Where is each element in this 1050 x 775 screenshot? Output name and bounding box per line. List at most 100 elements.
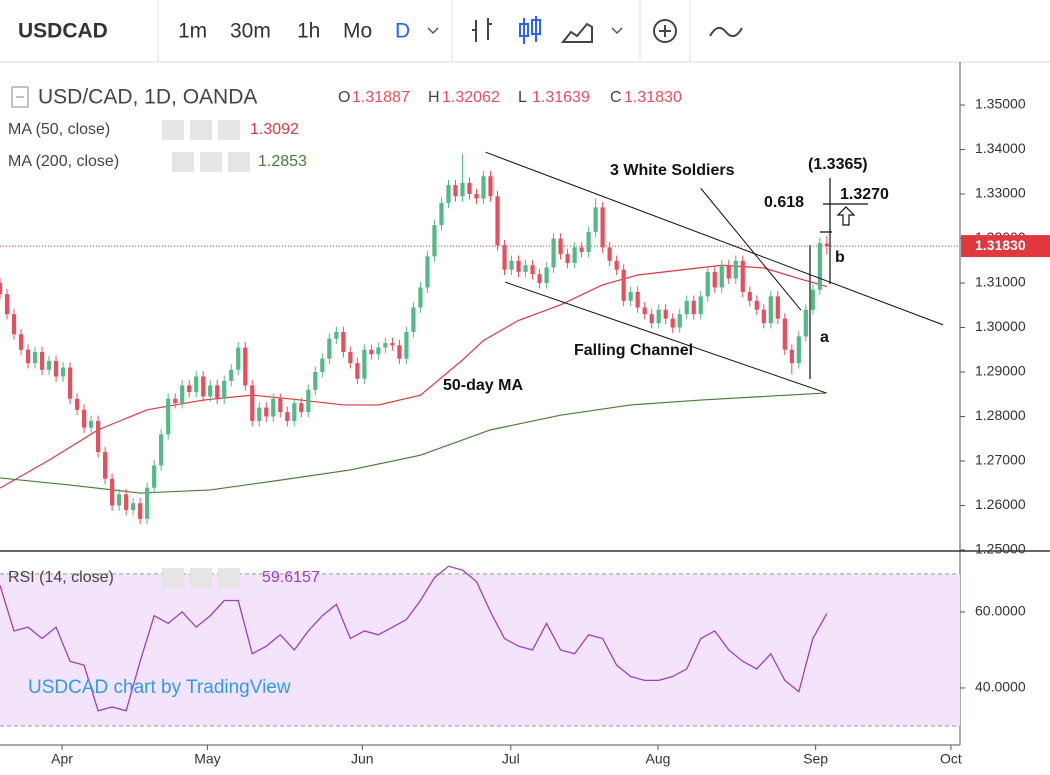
candle-body xyxy=(698,296,703,315)
candle-body xyxy=(145,487,150,519)
y-tick-label: 1.30000 xyxy=(975,318,1026,334)
fibonacci-drawing xyxy=(809,178,868,379)
candle-body xyxy=(250,385,255,421)
interval-button[interactable]: D xyxy=(395,20,410,43)
watermark: USDCAD chart by TradingView xyxy=(28,677,291,698)
candle-body xyxy=(25,349,31,364)
candle-body xyxy=(565,254,570,264)
legend-button xyxy=(190,568,212,588)
ohlc-value: 1.31830 xyxy=(624,89,682,106)
x-tick-label: Sep xyxy=(803,751,828,767)
x-tick-label: Aug xyxy=(646,751,671,767)
interval-button[interactable]: Mo xyxy=(343,20,372,43)
legend-button xyxy=(190,120,212,140)
add-indicator-icon[interactable] xyxy=(659,25,671,37)
legend-button xyxy=(172,152,194,172)
candle-body xyxy=(313,372,318,390)
candle-body xyxy=(103,452,108,479)
annotation: (1.3365) xyxy=(808,156,868,173)
candle-body xyxy=(39,351,45,370)
annotation: b xyxy=(835,249,845,266)
add-indicator-icon[interactable] xyxy=(653,19,677,43)
candle-body xyxy=(60,367,66,377)
x-tick-label: Jul xyxy=(502,751,520,767)
candle-body xyxy=(495,196,500,246)
candle-body xyxy=(726,265,731,279)
candle-body xyxy=(691,300,696,315)
ohlc-key: H xyxy=(428,89,440,106)
candle-body xyxy=(460,182,465,197)
dropdown-icon[interactable] xyxy=(427,27,439,35)
bars-icon[interactable] xyxy=(472,18,492,42)
annotation: Falling Channel xyxy=(574,342,693,359)
candle-body xyxy=(81,409,87,428)
y-tick-label: 1.25000 xyxy=(975,541,1026,557)
candles-icon[interactable] xyxy=(519,16,541,44)
dropdown-icon[interactable] xyxy=(611,27,623,35)
y-tick-label: 60.0000 xyxy=(975,603,1026,619)
candle-body xyxy=(397,345,402,359)
candle-body xyxy=(663,309,668,319)
interval-button[interactable]: 1m xyxy=(178,20,207,43)
candle-body xyxy=(236,347,241,370)
trendline xyxy=(485,151,944,326)
candle-body xyxy=(523,265,528,272)
candle-body xyxy=(18,334,24,350)
x-tick-label: Apr xyxy=(51,751,73,767)
compare-icon[interactable] xyxy=(709,26,743,38)
candle-body xyxy=(439,202,444,226)
candle-body xyxy=(656,309,661,324)
candle-body xyxy=(180,385,185,404)
legend-button xyxy=(228,152,250,172)
annotation: 1.3270 xyxy=(840,186,889,203)
candle-body xyxy=(285,412,290,421)
candle-body xyxy=(733,260,738,279)
candle-body xyxy=(481,176,486,199)
x-tick-label: Jun xyxy=(351,751,374,767)
interval-button[interactable]: 1h xyxy=(297,20,320,43)
legend-button xyxy=(218,568,240,588)
legend-button xyxy=(200,152,222,172)
candle-body xyxy=(292,403,297,421)
candle-body xyxy=(257,407,262,421)
candle-body xyxy=(278,398,283,413)
candle-body xyxy=(404,331,409,359)
candle-body xyxy=(586,231,591,252)
candle-body xyxy=(600,207,605,248)
candle-body xyxy=(355,363,360,379)
trendline xyxy=(505,281,827,394)
candle-body xyxy=(418,287,423,308)
candle-body xyxy=(53,360,59,377)
candle-body xyxy=(614,260,619,270)
candle-body xyxy=(502,245,507,270)
candle-body xyxy=(782,318,787,350)
candle-body xyxy=(488,176,493,197)
candle-body xyxy=(152,465,157,488)
candle-body xyxy=(166,398,171,435)
candle-body xyxy=(215,385,220,399)
candle-body xyxy=(803,309,808,337)
rsi-line xyxy=(0,565,828,712)
last-price-label: 1.31830 xyxy=(975,237,1026,253)
candle-body xyxy=(390,343,395,346)
candle-body xyxy=(348,351,353,364)
ohlc-value: 1.32062 xyxy=(442,89,500,106)
candle-body xyxy=(642,307,647,315)
candle-body xyxy=(96,420,101,453)
candle-body xyxy=(131,503,136,510)
area-icon[interactable] xyxy=(560,22,593,43)
interval-button[interactable]: 30m xyxy=(230,20,271,43)
candle-body xyxy=(327,338,332,359)
candle-body xyxy=(579,247,584,252)
ohlc-value: 1.31639 xyxy=(532,89,590,106)
ohlc-value: 1.31887 xyxy=(352,89,410,106)
candle-body xyxy=(117,494,122,506)
candle-body xyxy=(677,314,682,328)
candle-body xyxy=(719,265,724,288)
legend-entry: MA (50, close) xyxy=(8,121,110,138)
candle-body xyxy=(705,271,710,297)
candle-body xyxy=(684,300,689,315)
candle-body xyxy=(761,309,766,324)
annotation: 50-day MA xyxy=(443,377,523,394)
